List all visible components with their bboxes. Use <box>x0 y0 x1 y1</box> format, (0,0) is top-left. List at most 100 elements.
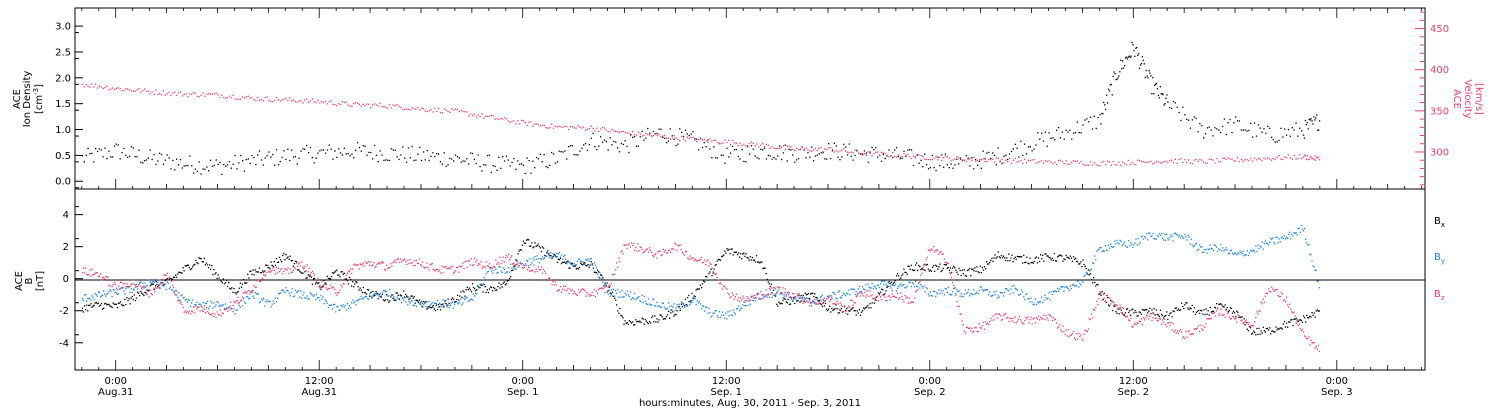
data-point <box>349 105 351 107</box>
data-point <box>1148 318 1150 320</box>
data-point <box>99 304 102 306</box>
data-point <box>894 296 897 298</box>
data-point <box>469 289 471 291</box>
data-point <box>496 272 498 274</box>
data-point <box>782 297 784 299</box>
data-point <box>174 169 176 171</box>
data-point <box>905 287 907 289</box>
data-point <box>766 296 768 298</box>
data-point <box>1129 320 1131 322</box>
data-point <box>405 108 408 110</box>
data-point <box>285 254 287 256</box>
data-point <box>287 148 289 150</box>
data-point <box>403 290 405 292</box>
data-point <box>1206 162 1209 164</box>
data-point <box>1238 253 1240 255</box>
data-point <box>266 299 268 301</box>
data-point <box>1178 309 1181 312</box>
data-point <box>782 299 784 301</box>
data-point <box>150 282 152 284</box>
data-point <box>472 286 475 289</box>
data-point <box>1284 326 1287 328</box>
data-point <box>950 160 952 162</box>
data-point <box>1176 330 1179 332</box>
data-point <box>452 298 455 300</box>
data-point <box>746 256 748 259</box>
data-point <box>529 270 531 272</box>
data-point <box>554 125 557 127</box>
data-point <box>272 101 274 103</box>
data-point <box>888 282 890 284</box>
data-point <box>750 145 753 147</box>
data-point <box>200 305 202 307</box>
data-point <box>430 155 432 157</box>
data-point <box>164 274 166 276</box>
data-point <box>1309 254 1311 256</box>
data-point <box>332 158 334 160</box>
data-point <box>146 284 148 287</box>
data-point <box>548 254 550 256</box>
data-point <box>1274 243 1276 245</box>
data-point <box>157 284 159 286</box>
data-point <box>1313 342 1315 344</box>
data-point <box>355 264 357 266</box>
data-point <box>1142 161 1144 163</box>
data-point <box>371 297 373 299</box>
data-point <box>460 298 462 300</box>
data-point <box>1005 154 1007 156</box>
data-point <box>831 298 833 300</box>
data-point <box>1277 327 1279 330</box>
data-point <box>326 149 329 151</box>
data-point <box>754 296 757 299</box>
data-point <box>340 284 342 286</box>
data-point <box>176 290 178 292</box>
data-point <box>157 286 159 288</box>
data-point <box>1317 280 1319 282</box>
data-point <box>497 261 499 264</box>
data-point <box>652 130 655 133</box>
data-point <box>1254 331 1256 334</box>
data-point <box>348 271 351 273</box>
data-point <box>825 308 828 310</box>
data-point <box>108 150 110 152</box>
data-point <box>247 158 249 160</box>
data-point <box>139 281 141 283</box>
data-point <box>374 266 376 268</box>
data-point <box>944 153 947 155</box>
data-point <box>1069 255 1071 257</box>
data-point <box>868 295 870 297</box>
data-point <box>696 260 698 262</box>
data-point <box>647 298 650 300</box>
data-point <box>1226 306 1228 309</box>
data-point <box>213 93 215 95</box>
data-point <box>340 271 342 273</box>
data-point <box>232 305 234 307</box>
data-point <box>1150 75 1152 77</box>
data-point <box>692 136 694 139</box>
data-point <box>114 291 116 294</box>
data-point <box>90 299 92 301</box>
data-point <box>489 266 492 269</box>
data-point <box>965 293 968 295</box>
data-point <box>189 313 192 315</box>
data-point <box>1079 282 1081 285</box>
data-point <box>335 311 337 313</box>
data-point <box>635 145 638 147</box>
data-point <box>319 299 321 302</box>
data-point <box>237 290 239 293</box>
data-point <box>1218 129 1220 131</box>
data-point <box>552 253 554 255</box>
data-point <box>1297 227 1299 230</box>
data-point <box>330 148 332 150</box>
data-point <box>1037 315 1040 317</box>
data-point <box>238 98 240 100</box>
data-point <box>338 148 340 150</box>
data-point <box>1088 121 1090 123</box>
data-point <box>1208 314 1210 316</box>
data-point <box>1143 309 1146 311</box>
data-point <box>240 154 242 157</box>
data-point <box>1145 69 1147 72</box>
data-point <box>498 263 500 265</box>
data-point <box>1273 290 1275 292</box>
data-point <box>961 159 964 161</box>
